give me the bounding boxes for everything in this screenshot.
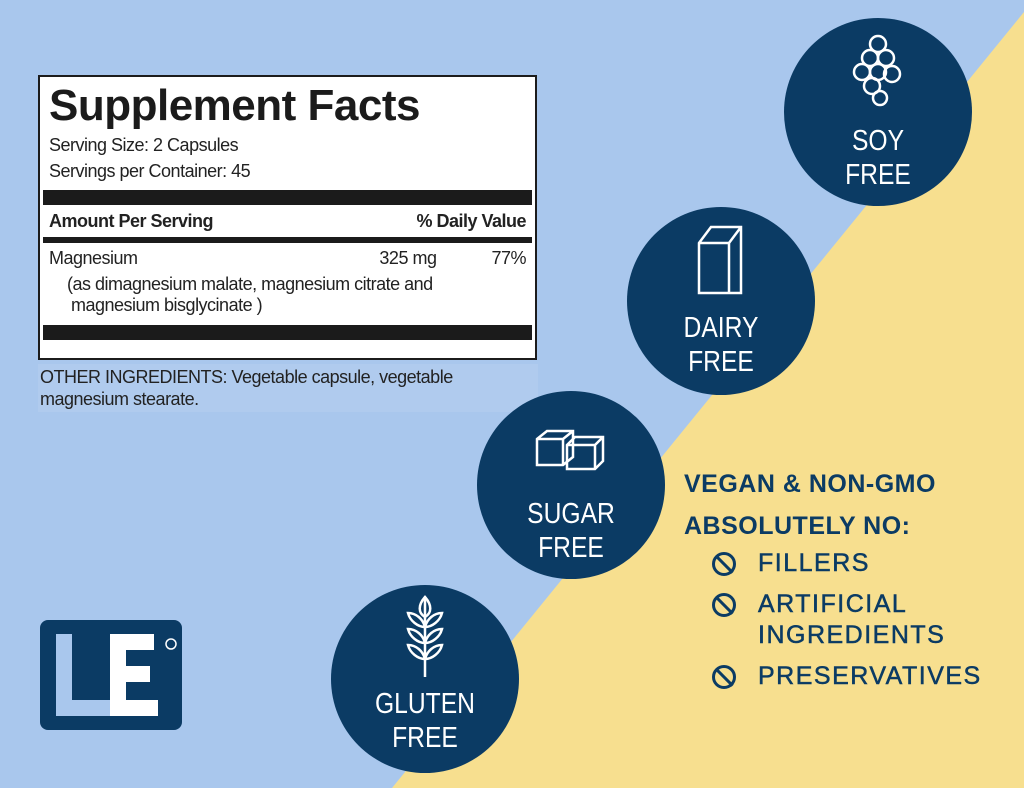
badge-label: FREE [688,346,754,378]
claim-heading: ABSOLUTELY NO: [684,512,911,540]
claim-item: ARTIFICIAL INGREDIENTS [712,589,982,651]
nutrient-note: (as dimagnesium malate, magnesium citrat… [67,274,433,294]
badge-label: GLUTEN [374,688,475,720]
badge-label: FREE [538,532,604,564]
divider [43,237,532,243]
servings-per-container: Servings per Container: 45 [49,161,251,181]
badge-label: FREE [392,722,458,754]
serving-size: Serving Size: 2 Capsules [49,135,239,155]
nutrient-name: Magnesium [49,248,138,268]
prohibited-icon [712,552,736,576]
nutrient-amount: 325 mg [379,248,437,268]
nutrient-row: Magnesium 325 mg 77% [49,243,526,273]
divider [43,190,532,205]
prohibited-icon [712,593,736,617]
badge-label: SUGAR [527,498,615,530]
claim-item: FILLERS [712,548,982,579]
claim-text: FILLERS [758,549,870,578]
claim-item: PRESERVATIVES [712,661,982,692]
badge-dairy-free: DAIRY FREE [627,207,815,395]
prohibited-icon [712,665,736,689]
facts-title: Supplement Facts [49,81,420,130]
soybean-icon [852,34,902,107]
badge-sugar-free: SUGAR FREE [477,391,665,579]
milk-carton-icon [697,225,743,295]
claims-block: VEGAN & NON-GMO ABSOLUTELY NO: FILLERS A… [684,470,982,702]
brand-logo [40,620,182,730]
claim-heading: VEGAN & NON-GMO [684,470,936,498]
other-ingredients-line: OTHER INGREDIENTS: Vegetable capsule, ve… [40,367,453,387]
badge-soy-free: SOY FREE [784,18,972,206]
badge-label: DAIRY [683,312,759,344]
badge-gluten-free: GLUTEN FREE [331,585,519,773]
dv-header: % Daily Value [416,211,526,231]
wheat-icon [406,595,444,677]
supplement-facts-panel: Supplement Facts Serving Size: 2 Capsule… [38,75,537,360]
divider [43,325,532,340]
claim-text: ARTIFICIAL [758,590,908,619]
badge-label: SOY [851,125,905,157]
claim-text: INGREDIENTS [758,621,946,650]
nutrient-note: magnesium bisglycinate ) [71,295,263,315]
facts-header-row: Amount Per Serving % Daily Value [49,205,526,237]
nutrient-dv: 77% [491,248,526,268]
badge-label: FREE [845,159,911,191]
other-ingredients: OTHER INGREDIENTS: Vegetable capsule, ve… [38,364,538,412]
other-ingredients-line: magnesium stearate. [40,389,199,409]
sugar-cubes-icon [535,429,605,471]
claim-text: PRESERVATIVES [758,662,982,691]
amount-header: Amount Per Serving [49,211,214,231]
